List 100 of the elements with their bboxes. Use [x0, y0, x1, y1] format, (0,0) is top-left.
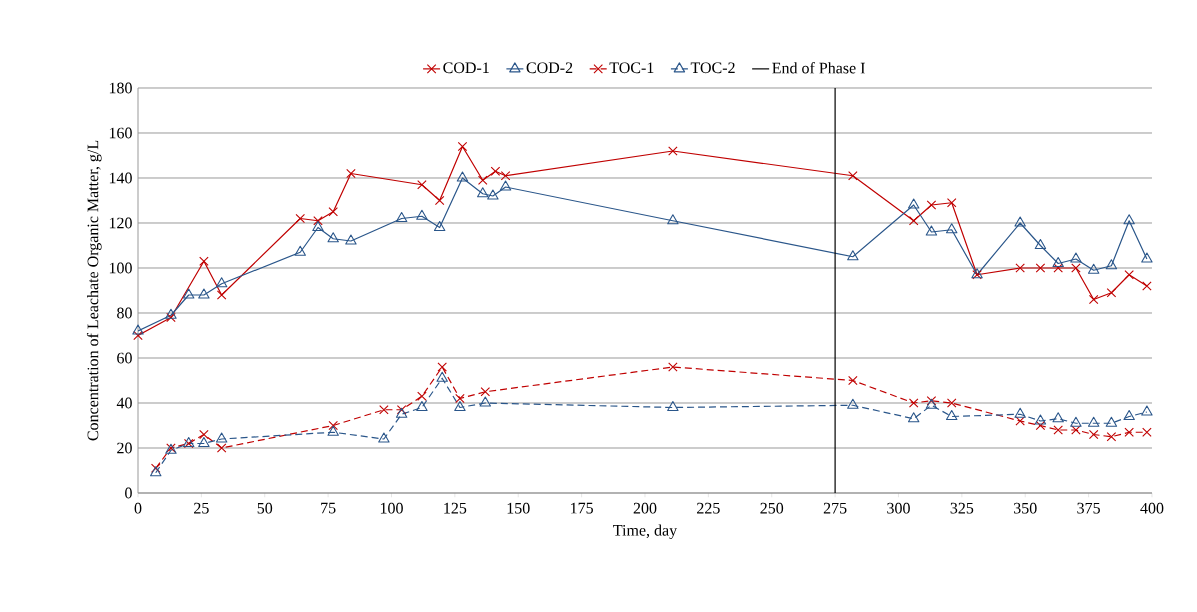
point: [1070, 252, 1082, 263]
point: [198, 288, 210, 299]
point: [437, 362, 447, 372]
x-tick-label: 300: [887, 502, 910, 514]
point: [1124, 269, 1134, 280]
point: [417, 391, 427, 402]
y-tick-label: 120: [109, 217, 132, 229]
point: [216, 443, 227, 453]
legend-label: End of Phase I: [772, 62, 865, 74]
point: [499, 180, 512, 191]
x-tick-label: 100: [380, 502, 403, 514]
point: [166, 312, 176, 323]
point: [1014, 216, 1026, 227]
point: [457, 141, 468, 152]
point: [1123, 214, 1135, 225]
point: [908, 398, 919, 408]
point: [133, 330, 143, 341]
point: [477, 187, 489, 198]
point: [847, 250, 859, 261]
legend-label: TOC-1: [609, 62, 654, 74]
point: [1053, 263, 1063, 273]
point: [490, 166, 501, 177]
point: [1105, 259, 1118, 270]
point: [294, 245, 306, 256]
x-tick-label: 375: [1077, 502, 1100, 514]
point: [945, 223, 958, 234]
point: [945, 409, 958, 421]
point: [328, 420, 338, 431]
point: [1088, 294, 1099, 305]
point: [1105, 416, 1118, 427]
point: [1015, 263, 1025, 273]
point: [327, 232, 339, 243]
point: [198, 436, 210, 448]
x-tick-label: 50: [257, 502, 273, 514]
legend-label: COD-1: [443, 62, 489, 74]
point: [946, 197, 957, 208]
point: [295, 213, 306, 224]
point: [312, 220, 324, 232]
point: [487, 189, 499, 200]
point: [378, 432, 390, 443]
point: [1106, 431, 1117, 442]
point: [1142, 427, 1152, 438]
x-tick-label: 150: [507, 502, 530, 514]
point: [926, 200, 937, 210]
point: [907, 412, 920, 423]
point: [479, 396, 492, 407]
point: [416, 400, 428, 412]
point: [199, 429, 209, 440]
legend-label: TOC-2: [690, 62, 735, 74]
y-tick-label: 80: [117, 307, 132, 319]
point: [848, 170, 858, 181]
x-tick-label: 225: [697, 502, 720, 514]
y-tick-label: 0: [125, 487, 132, 499]
point: [327, 425, 339, 436]
point: [434, 195, 445, 206]
point: [1052, 256, 1064, 268]
point: [1087, 263, 1100, 274]
point: [667, 214, 679, 225]
point: [1035, 420, 1046, 431]
point: [1034, 414, 1047, 425]
point: [668, 362, 678, 372]
point: [165, 308, 177, 319]
point: [1087, 416, 1100, 427]
point: [215, 277, 228, 288]
y-tick-label: 100: [109, 262, 132, 274]
point: [1052, 412, 1064, 423]
point: [1106, 287, 1117, 298]
point: [416, 209, 428, 220]
y-tick-label: 40: [116, 397, 132, 409]
point: [132, 324, 144, 335]
point: [908, 215, 919, 226]
point: [1015, 416, 1025, 426]
point: [1142, 281, 1152, 291]
y-tick-label: 160: [109, 127, 132, 139]
y-tick-label: 140: [109, 172, 132, 184]
point: [182, 288, 195, 299]
point: [1123, 409, 1135, 421]
x-tick-label: 400: [1140, 502, 1164, 514]
point: [1034, 238, 1047, 250]
legend-label: COD-2: [526, 62, 573, 74]
point: [1124, 427, 1134, 438]
point: [1071, 425, 1081, 435]
point: [328, 206, 338, 217]
point: [1141, 252, 1153, 263]
point: [215, 432, 228, 443]
x-tick-label: 200: [633, 502, 657, 514]
x-tick-label: 125: [444, 502, 467, 514]
point: [346, 168, 356, 179]
x-tick-label: 175: [571, 502, 593, 514]
point: [1141, 405, 1153, 416]
point: [379, 404, 389, 415]
point: [395, 211, 408, 223]
point: [216, 290, 227, 300]
point: [1088, 429, 1099, 440]
point: [417, 179, 427, 190]
point: [925, 225, 938, 236]
y-axis-title: Concentration of Leachate Organic Matter, g/L: [86, 140, 102, 441]
point: [847, 398, 859, 409]
x-tick-label: 0: [134, 502, 142, 514]
point: [454, 400, 466, 412]
